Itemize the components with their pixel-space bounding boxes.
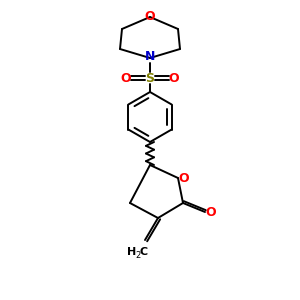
Text: S: S [146,71,154,85]
Text: C: C [140,247,148,257]
Text: O: O [206,206,216,218]
Text: N: N [145,50,155,64]
Text: H: H [128,247,136,257]
Text: O: O [145,11,155,23]
Text: O: O [179,172,189,184]
Text: O: O [121,71,131,85]
Text: 2: 2 [135,250,141,260]
Text: O: O [169,71,179,85]
